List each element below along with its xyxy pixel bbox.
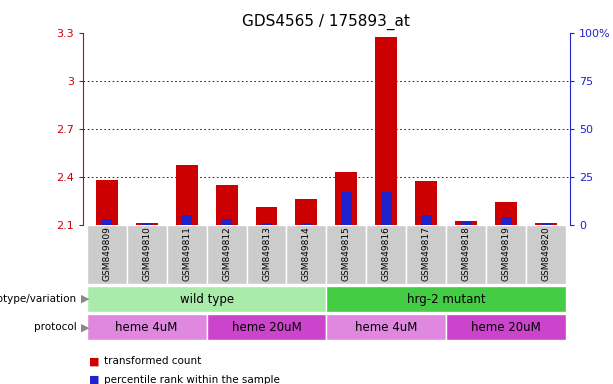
Text: transformed count: transformed count <box>104 356 202 366</box>
Bar <box>261 223 272 225</box>
Text: GSM849809: GSM849809 <box>102 227 111 281</box>
Bar <box>367 225 406 284</box>
Text: GSM849819: GSM849819 <box>501 227 511 281</box>
Bar <box>460 221 472 225</box>
Bar <box>96 180 118 225</box>
Bar <box>495 202 517 225</box>
Bar <box>141 223 152 225</box>
Text: heme 20uM: heme 20uM <box>471 321 541 334</box>
Bar <box>101 219 112 225</box>
Bar <box>246 225 286 284</box>
Title: GDS4565 / 175893_at: GDS4565 / 175893_at <box>243 14 410 30</box>
Text: GSM849813: GSM849813 <box>262 227 271 281</box>
Text: ▶: ▶ <box>81 294 89 304</box>
Text: GSM849820: GSM849820 <box>542 227 550 281</box>
Bar <box>535 223 557 225</box>
Text: percentile rank within the sample: percentile rank within the sample <box>104 375 280 384</box>
Text: wild type: wild type <box>180 293 234 306</box>
Bar <box>295 199 318 225</box>
Bar <box>286 225 327 284</box>
Bar <box>87 314 207 340</box>
Text: GSM849817: GSM849817 <box>422 227 431 281</box>
Bar <box>446 225 486 284</box>
Bar <box>127 225 167 284</box>
Text: ▶: ▶ <box>81 322 89 332</box>
Text: hrg-2 mutant: hrg-2 mutant <box>407 293 485 306</box>
Bar <box>167 225 207 284</box>
Text: GSM849815: GSM849815 <box>342 227 351 281</box>
Text: ■: ■ <box>89 356 99 366</box>
Bar <box>341 192 352 225</box>
Bar <box>501 217 512 225</box>
Text: GSM849812: GSM849812 <box>222 227 231 281</box>
Bar <box>216 185 238 225</box>
Bar <box>135 223 158 225</box>
Bar <box>327 314 446 340</box>
Bar <box>301 223 312 225</box>
Bar <box>327 225 367 284</box>
Bar <box>327 286 566 312</box>
Text: heme 4uM: heme 4uM <box>115 321 178 334</box>
Bar <box>176 166 197 225</box>
Bar <box>526 225 566 284</box>
Text: GSM849811: GSM849811 <box>182 227 191 281</box>
Bar <box>87 286 327 312</box>
Bar <box>415 182 437 225</box>
Bar <box>421 215 432 225</box>
Bar <box>335 172 357 225</box>
Bar <box>455 222 477 225</box>
Bar <box>446 314 566 340</box>
Text: genotype/variation: genotype/variation <box>0 294 77 304</box>
Bar <box>87 225 127 284</box>
Bar <box>541 223 552 225</box>
Bar <box>207 314 327 340</box>
Bar <box>181 215 192 225</box>
Text: GSM849816: GSM849816 <box>382 227 391 281</box>
Bar <box>406 225 446 284</box>
Text: ■: ■ <box>89 375 99 384</box>
Bar <box>256 207 278 225</box>
Text: heme 20uM: heme 20uM <box>232 321 302 334</box>
Bar <box>221 219 232 225</box>
Text: protocol: protocol <box>34 322 77 332</box>
Bar <box>375 38 397 225</box>
Bar <box>486 225 526 284</box>
Text: GSM849814: GSM849814 <box>302 227 311 281</box>
Bar <box>207 225 246 284</box>
Text: GSM849810: GSM849810 <box>142 227 151 281</box>
Bar <box>381 192 392 225</box>
Text: heme 4uM: heme 4uM <box>355 321 417 334</box>
Text: GSM849818: GSM849818 <box>462 227 471 281</box>
